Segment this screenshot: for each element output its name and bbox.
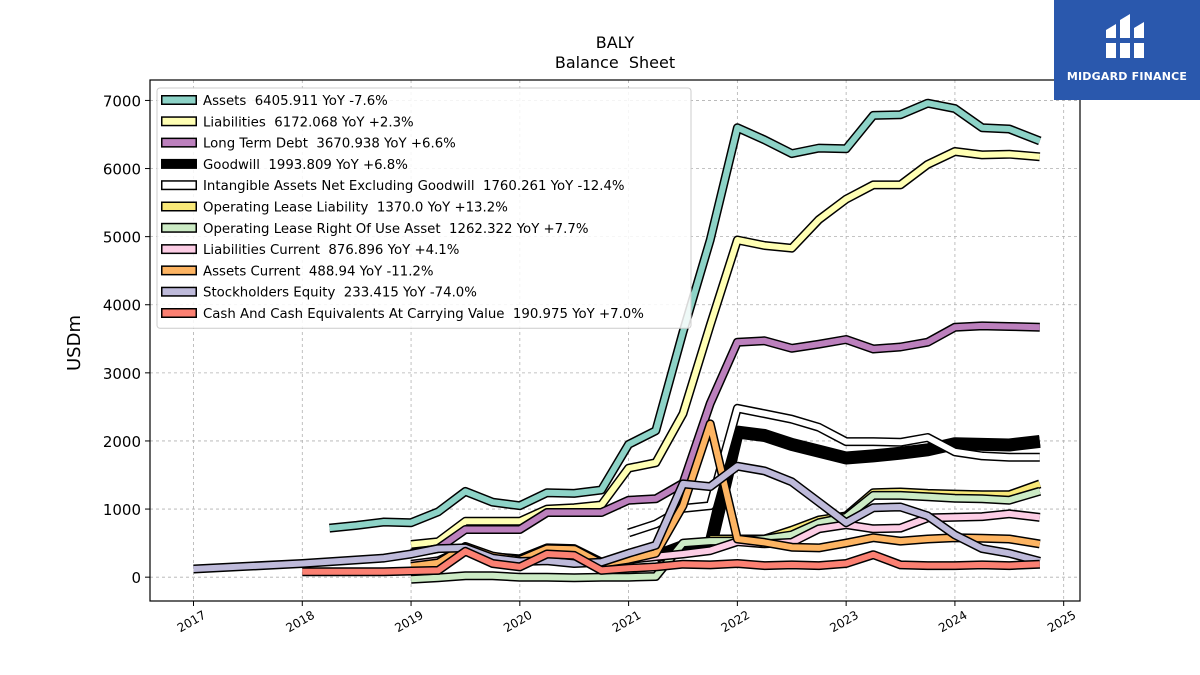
legend-item: Assets 6405.911 YoY -7.6% bbox=[161, 94, 388, 109]
legend-swatch bbox=[162, 139, 196, 147]
legend-item: Long Term Debt 3670.938 YoY +6.6% bbox=[161, 137, 456, 152]
legend-label: Liabilities 6172.068 YoY +2.3% bbox=[203, 115, 414, 130]
series-line-stroke bbox=[410, 148, 1041, 548]
series-line-stroke bbox=[654, 427, 1041, 562]
series-line-stroke bbox=[627, 405, 1040, 536]
logo-text: MIDGARD FINANCE bbox=[1066, 70, 1188, 83]
legend-label: Liabilities Current 876.896 YoY +4.1% bbox=[203, 243, 459, 258]
x-tick-label: 2018 bbox=[284, 608, 317, 635]
legend-label: Intangible Assets Net Excluding Goodwill… bbox=[203, 179, 625, 194]
legend-item: Liabilities Current 876.896 YoY +4.1% bbox=[161, 243, 459, 258]
y-tick-label: 6000 bbox=[103, 161, 141, 179]
series-line bbox=[653, 425, 1041, 563]
legend-swatch bbox=[162, 288, 196, 296]
series-line bbox=[193, 461, 1041, 574]
legend-label: Assets 6405.911 YoY -7.6% bbox=[203, 94, 388, 109]
legend-label: Operating Lease Liability 1370.0 YoY +13… bbox=[203, 201, 508, 216]
legend-item: Operating Lease Right Of Use Asset 1262.… bbox=[161, 222, 588, 237]
x-tick-label: 2024 bbox=[936, 608, 969, 635]
x-tick-label: 2021 bbox=[610, 608, 643, 635]
series-line bbox=[302, 546, 1041, 577]
legend-label: Cash And Cash Equivalents At Carrying Va… bbox=[203, 307, 644, 322]
series-line-stroke bbox=[410, 488, 1041, 583]
legend-label: Operating Lease Right Of Use Asset 1262.… bbox=[203, 222, 588, 237]
plot-frame bbox=[149, 79, 1081, 602]
series-line bbox=[329, 98, 1042, 533]
legend-swatch bbox=[162, 266, 196, 274]
legend-swatch bbox=[162, 203, 196, 210]
legend-swatch bbox=[162, 245, 196, 253]
x-tick-label: 2019 bbox=[392, 608, 425, 635]
legend-item: Goodwill 1993.809 YoY +6.8% bbox=[161, 158, 408, 173]
series-line-stroke bbox=[329, 100, 1041, 532]
legend: Assets 6405.911 YoY -7.6% Liabilities 617… bbox=[156, 87, 692, 329]
x-tick-label: 2022 bbox=[719, 608, 752, 635]
y-tick-label: 5000 bbox=[103, 229, 141, 247]
legend-item: Operating Lease Liability 1370.0 YoY +13… bbox=[161, 201, 508, 216]
y-tick-label: 4000 bbox=[103, 297, 141, 315]
series-line bbox=[410, 321, 1040, 558]
x-tick-label: 2017 bbox=[175, 608, 208, 635]
midgard-finance-logo: MIDGARD FINANCE bbox=[1054, 0, 1200, 100]
logo-mark-icon bbox=[1104, 14, 1148, 58]
legend-label: Stockholders Equity 233.415 YoY -74.0% bbox=[203, 286, 477, 301]
legend-item: Intangible Assets Net Excluding Goodwill… bbox=[161, 179, 625, 194]
x-tick-label: 2025 bbox=[1045, 608, 1078, 635]
legend-label: Long Term Debt 3670.938 YoY +6.6% bbox=[203, 137, 456, 152]
axis-ticks: 0 1000 2000 3000 4000 5000 6000 7000 2017 2018 201… bbox=[103, 92, 1079, 635]
series-line-stroke bbox=[193, 463, 1041, 572]
legend-item: Liabilities 6172.068 YoY +2.3% bbox=[161, 115, 414, 130]
series-line-stroke bbox=[410, 322, 1040, 557]
y-tick-label: 1000 bbox=[103, 501, 141, 519]
legend-swatch bbox=[162, 181, 196, 189]
legend-swatch bbox=[162, 309, 196, 317]
y-tick-label: 3000 bbox=[103, 365, 141, 383]
series-line bbox=[410, 147, 1041, 549]
chart-subtitle: Balance Sheet bbox=[555, 53, 675, 72]
y-tick-label: 2000 bbox=[103, 433, 141, 451]
legend-swatch bbox=[162, 224, 196, 232]
legend-box bbox=[156, 87, 692, 329]
y-axis-label: USDm bbox=[64, 315, 85, 371]
legend-item: Cash And Cash Equivalents At Carrying Va… bbox=[161, 307, 644, 322]
y-tick-label: 0 bbox=[131, 569, 141, 587]
x-tick-label: 2020 bbox=[501, 608, 534, 635]
legend-item: Assets Current 488.94 YoY -11.2% bbox=[161, 264, 434, 279]
legend-label: Assets Current 488.94 YoY -11.2% bbox=[203, 264, 434, 279]
series-line bbox=[410, 486, 1042, 584]
y-tick-label: 7000 bbox=[103, 92, 141, 110]
legend-item: Stockholders Equity 233.415 YoY -74.0% bbox=[161, 286, 477, 301]
legend-label: Goodwill 1993.809 YoY +6.8% bbox=[203, 158, 408, 173]
series-line bbox=[627, 403, 1040, 538]
legend-swatch bbox=[162, 96, 196, 104]
x-tick-label: 2023 bbox=[827, 608, 860, 635]
chart-title: BALY bbox=[596, 33, 635, 52]
legend-swatch bbox=[162, 117, 196, 125]
series-line-stroke bbox=[302, 548, 1040, 575]
legend-swatch bbox=[162, 160, 196, 168]
series-lines bbox=[193, 98, 1042, 584]
